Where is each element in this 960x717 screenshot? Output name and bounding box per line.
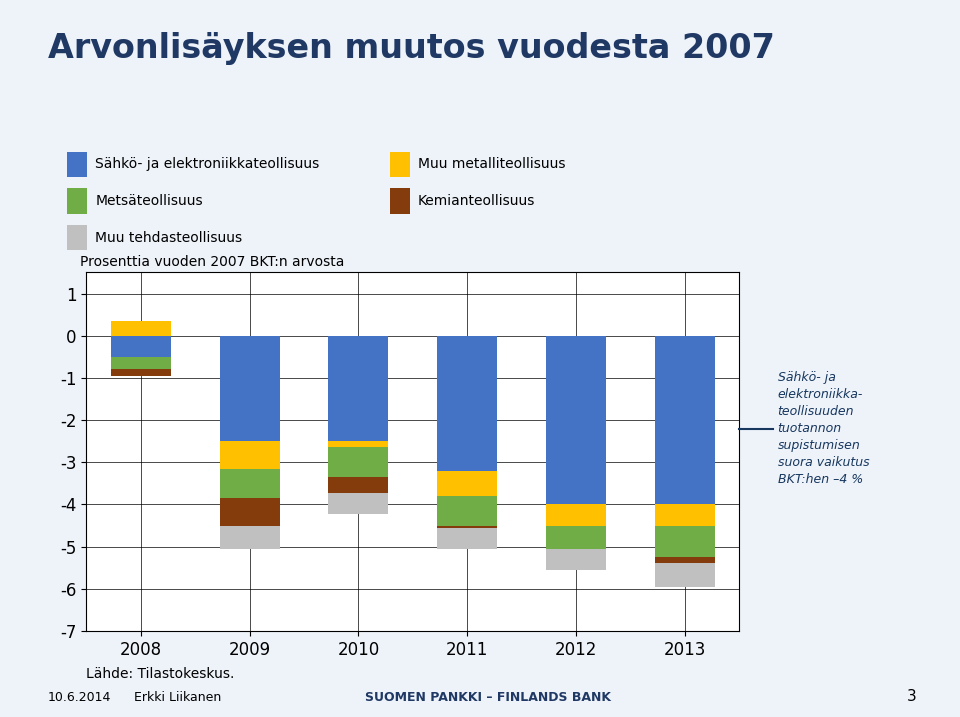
- Bar: [111, 369, 171, 376]
- Text: Prosenttia vuoden 2007 BKT:n arvosta: Prosenttia vuoden 2007 BKT:n arvosta: [80, 255, 345, 269]
- Bar: [111, 336, 171, 357]
- Text: Muu tehdasteollisuus: Muu tehdasteollisuus: [95, 231, 243, 244]
- FancyBboxPatch shape: [390, 152, 410, 177]
- Bar: [328, 441, 388, 447]
- Bar: [655, 526, 715, 557]
- Bar: [438, 496, 497, 526]
- Bar: [328, 336, 388, 441]
- FancyBboxPatch shape: [390, 189, 410, 214]
- Text: Sähkö- ja
elektroniikka-
teollisuuden
tuotannon
supistumisen
suora vaikutus
BKT:: Sähkö- ja elektroniikka- teollisuuden tu…: [778, 371, 869, 486]
- Bar: [546, 526, 606, 549]
- Text: Muu metalliteollisuus: Muu metalliteollisuus: [418, 157, 565, 171]
- Bar: [220, 441, 279, 469]
- Bar: [438, 336, 497, 470]
- Bar: [655, 505, 715, 526]
- FancyBboxPatch shape: [67, 225, 87, 250]
- Text: Kemianteollisuus: Kemianteollisuus: [418, 194, 536, 208]
- Bar: [438, 526, 497, 528]
- Bar: [546, 336, 606, 505]
- Bar: [220, 498, 279, 526]
- FancyBboxPatch shape: [67, 189, 87, 214]
- Bar: [655, 557, 715, 564]
- Bar: [111, 321, 171, 336]
- Text: 3: 3: [907, 689, 917, 704]
- Bar: [220, 526, 279, 549]
- Bar: [220, 469, 279, 498]
- Text: Erkki Liikanen: Erkki Liikanen: [134, 691, 222, 704]
- Bar: [328, 477, 388, 493]
- Text: 10.6.2014: 10.6.2014: [48, 691, 111, 704]
- Bar: [328, 493, 388, 514]
- Bar: [111, 357, 171, 369]
- Bar: [655, 336, 715, 505]
- FancyBboxPatch shape: [67, 152, 87, 177]
- Text: Lähde: Tilastokeskus.: Lähde: Tilastokeskus.: [86, 667, 235, 681]
- Text: Arvonlisäyksen muutos vuodesta 2007: Arvonlisäyksen muutos vuodesta 2007: [48, 32, 775, 65]
- Bar: [546, 505, 606, 526]
- Bar: [438, 470, 497, 496]
- Bar: [438, 528, 497, 549]
- Bar: [220, 336, 279, 441]
- Bar: [328, 447, 388, 477]
- Text: SUOMEN PANKKI – FINLANDS BANK: SUOMEN PANKKI – FINLANDS BANK: [365, 691, 611, 704]
- Text: Metsäteollisuus: Metsäteollisuus: [95, 194, 204, 208]
- Text: Sähkö- ja elektroniikkateollisuus: Sähkö- ja elektroniikkateollisuus: [95, 157, 320, 171]
- Bar: [655, 564, 715, 587]
- Bar: [546, 549, 606, 570]
